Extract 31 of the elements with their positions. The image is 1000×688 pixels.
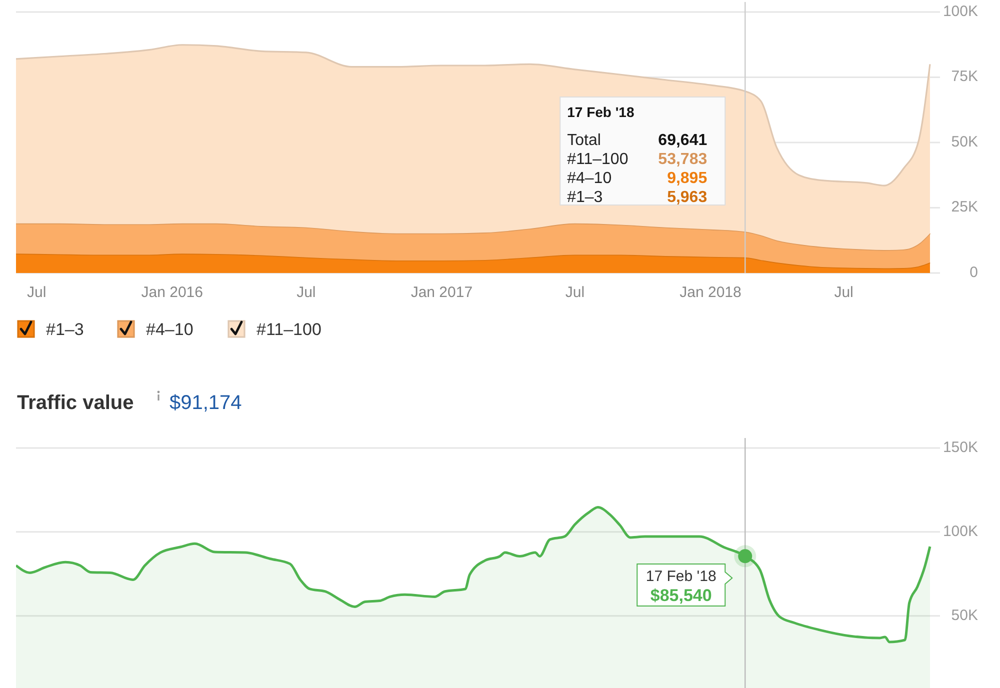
legend-label: #1–3 xyxy=(46,320,84,339)
annotation: 9,895 xyxy=(667,170,708,187)
x-tick-label: Jul xyxy=(296,284,316,301)
annotation: #4–10 xyxy=(567,170,612,187)
y-tick-label: 0 xyxy=(970,264,978,281)
annotation: #1–3 xyxy=(567,189,603,206)
y-tick-label: 150K xyxy=(942,438,978,456)
annotation: 53,783 xyxy=(658,151,708,168)
annotation: 5,963 xyxy=(667,189,708,206)
y-tick-label: 50K xyxy=(951,606,978,624)
annotation: 17 Feb '18 xyxy=(567,104,634,120)
y-tick-label: 100K xyxy=(942,522,978,540)
annotation: 69,641 xyxy=(658,132,708,149)
x-tick-label: Jul xyxy=(565,284,585,301)
chart-title: Traffic value xyxy=(17,392,134,414)
x-tick-label: Jan 2018 xyxy=(680,284,742,301)
chart-subtitle: $91,174 xyxy=(170,392,242,414)
annotation: #11–100 xyxy=(567,151,628,168)
x-tick-label: Jan 2017 xyxy=(410,284,473,301)
legend-label: #11–100 xyxy=(256,320,322,339)
x-tick-label: Jul xyxy=(834,284,854,301)
y-tick-label: 50K xyxy=(951,133,978,150)
x-tick-label: Jan 2016 xyxy=(141,284,203,301)
annotation: Total xyxy=(567,132,601,149)
legend-label: #4–10 xyxy=(146,320,194,339)
annotation: 17 Feb '18 xyxy=(646,568,716,585)
y-tick-label: 100K xyxy=(942,2,978,20)
y-tick-label: 75K xyxy=(951,68,978,86)
x-tick-label: Jul xyxy=(27,284,46,301)
annotation: $85,540 xyxy=(650,586,712,605)
y-tick-label: 25K xyxy=(951,198,978,216)
